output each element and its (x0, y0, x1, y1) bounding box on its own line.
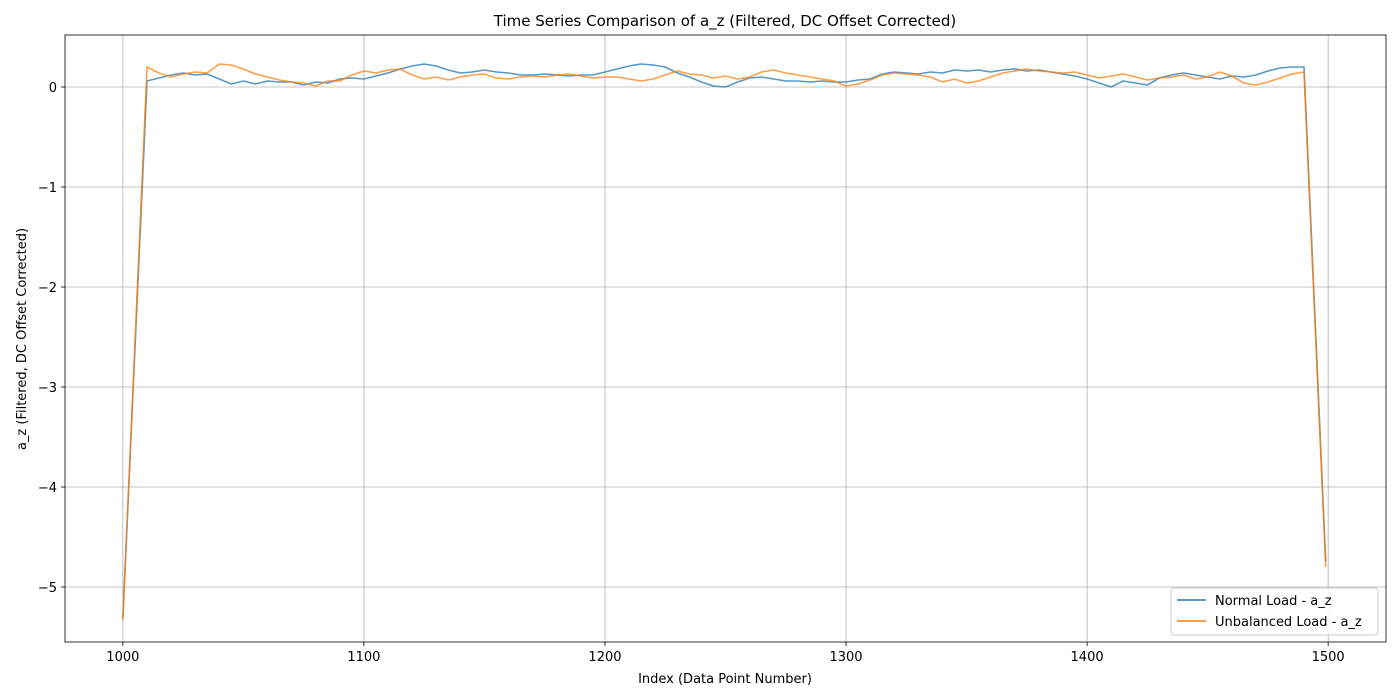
y-tick-label: −3 (38, 381, 57, 396)
axis-ticks: 1000 1100 1200 1300 1400 1500 0 −1 −2 −3 −4 −5 (38, 81, 1345, 665)
y-tick-label: −2 (38, 281, 57, 296)
legend-box (1170, 587, 1379, 636)
x-tick-label: 1300 (829, 650, 862, 665)
x-tick-label: 1100 (347, 650, 380, 665)
legend-label-unbalanced-load: Unbalanced Load - a_z (1215, 615, 1362, 630)
x-tick-label: 1400 (1071, 650, 1104, 665)
x-tick-label: 1200 (588, 650, 621, 665)
y-tick-label: −4 (38, 481, 57, 496)
legend: Normal Load - a_z Unbalanced Load - a_z (1170, 587, 1379, 636)
y-tick-label: −5 (38, 581, 57, 596)
legend-label-normal-load: Normal Load - a_z (1215, 594, 1332, 609)
plot-frame (64, 34, 1387, 643)
y-axis-label: a_z (Filtered, DC Offset Corrected) (15, 228, 30, 450)
series-lines (122, 63, 1327, 621)
y-tick-label: 0 (49, 81, 57, 96)
grid (65, 35, 1386, 642)
chart-title: Time Series Comparison of a_z (Filtered,… (493, 12, 956, 31)
x-tick-label: 1000 (106, 650, 139, 665)
x-axis-label: Index (Data Point Number) (638, 672, 812, 687)
series-line-unbalanced-load (122, 63, 1327, 621)
x-tick-label: 1500 (1312, 650, 1345, 665)
y-tick-label: −1 (38, 181, 57, 196)
